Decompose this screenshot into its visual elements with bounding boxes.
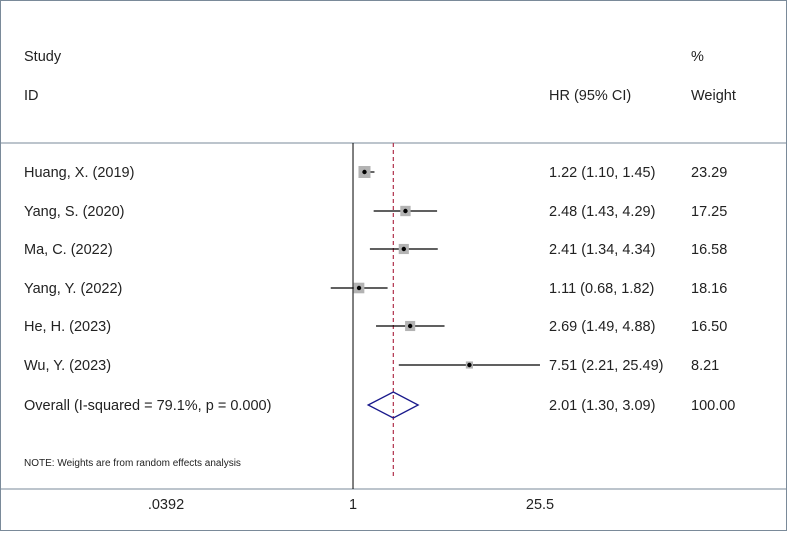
- study-label: Yang, S. (2020): [24, 204, 125, 220]
- weight-value: 18.16: [691, 281, 727, 297]
- point-estimate: [362, 169, 367, 175]
- hr-ci-value: 1.22 (1.10, 1.45): [549, 165, 655, 181]
- study-label: Huang, X. (2019): [24, 165, 134, 181]
- weights-note: NOTE: Weights are from random effects an…: [24, 458, 241, 469]
- x-tick-label: .0392: [148, 497, 184, 513]
- study-label: He, H. (2023): [24, 319, 111, 335]
- hr-header: HR (95% CI): [549, 88, 631, 104]
- weight-header-top: %: [691, 49, 704, 65]
- point-estimate: [356, 285, 362, 291]
- id-header: ID: [24, 88, 39, 104]
- hr-ci-value: 2.41 (1.34, 4.34): [549, 242, 655, 258]
- point-estimate: [467, 362, 472, 368]
- weight-value: 16.58: [691, 242, 727, 258]
- weight-value: 17.25: [691, 204, 727, 220]
- weight-value: 16.50: [691, 319, 727, 335]
- x-tick-label: 1: [349, 497, 357, 513]
- study-label: Wu, Y. (2023): [24, 358, 111, 374]
- x-tick-label: 25.5: [526, 497, 554, 513]
- forest-marks: Huang, X. (2019) 1.22 (1.10, 1.45) 23.29 Ya…: [24, 143, 735, 513]
- hr-ci-value: 7.51 (2.21, 25.49): [549, 358, 663, 374]
- weight-value: 8.21: [691, 358, 719, 374]
- overall-diamond: [366, 391, 420, 419]
- point-estimate: [403, 208, 408, 214]
- study-label: Ma, C. (2022): [24, 242, 113, 258]
- hr-ci-value: 2.69 (1.49, 4.88): [549, 319, 655, 335]
- study-header: Study: [24, 49, 62, 65]
- weight-header-bottom: Weight: [691, 88, 736, 104]
- hr-ci-value: 1.11 (0.68, 1.82): [549, 281, 654, 297]
- study-label: Yang, Y. (2022): [24, 281, 122, 297]
- overall-hr-ci-value: 2.01 (1.30, 3.09): [549, 398, 655, 414]
- overall-label: Overall (I-squared = 79.1%, p = 0.000): [24, 398, 271, 414]
- point-estimate: [407, 323, 413, 329]
- point-estimate: [401, 246, 406, 252]
- hr-ci-value: 2.48 (1.43, 4.29): [549, 204, 655, 220]
- weight-value: 23.29: [691, 165, 727, 181]
- overall-weight-value: 100.00: [691, 398, 735, 414]
